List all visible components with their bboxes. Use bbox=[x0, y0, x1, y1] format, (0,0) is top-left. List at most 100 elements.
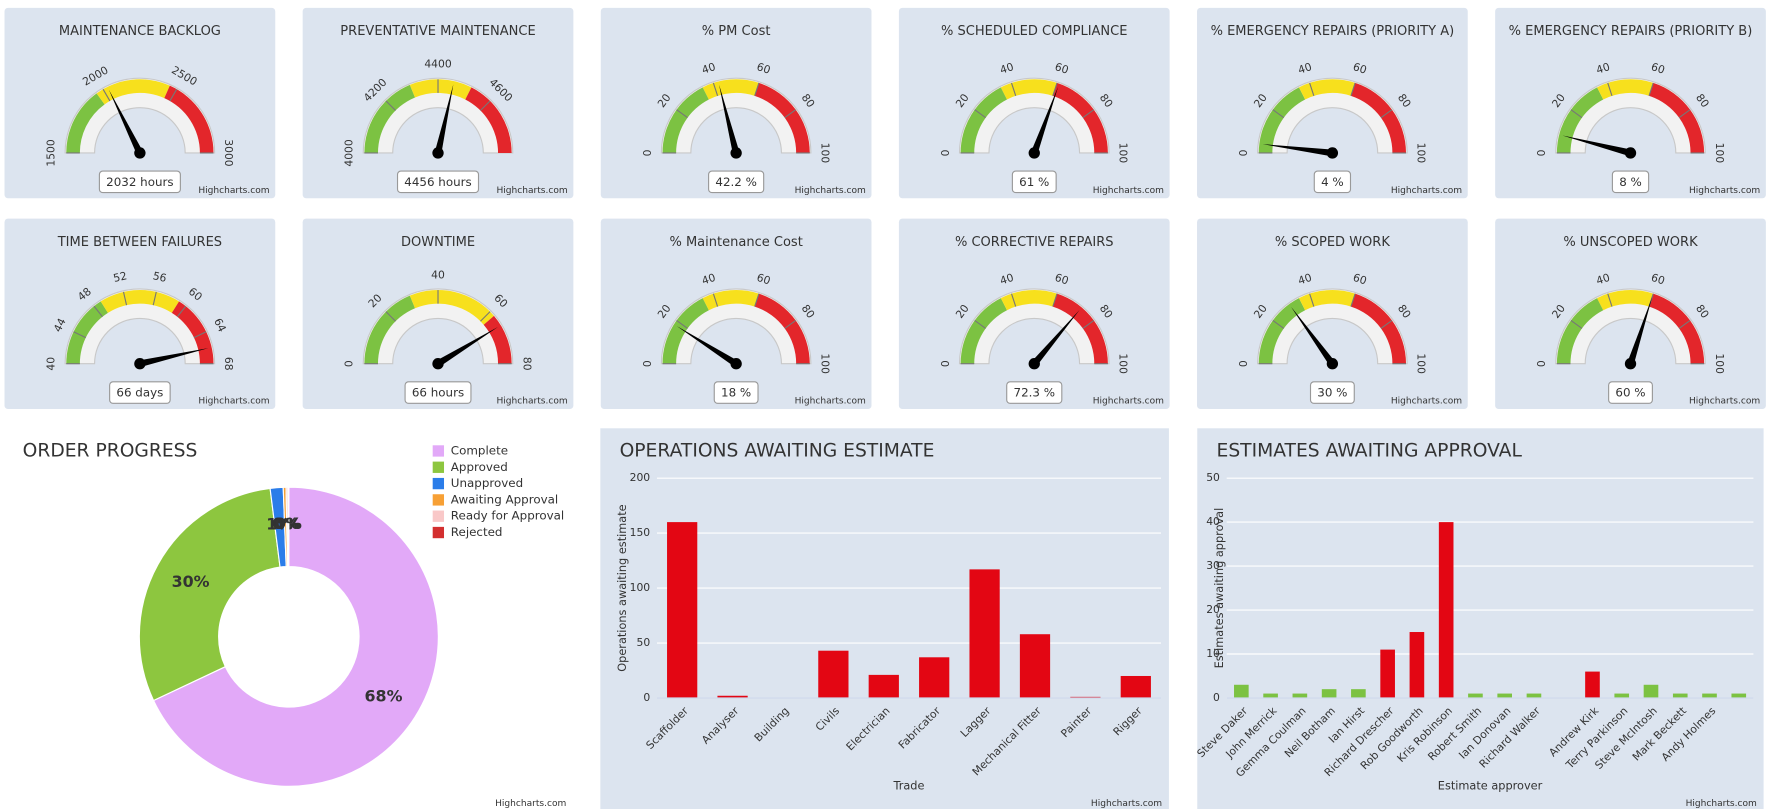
y-tick-label: 50 bbox=[636, 636, 650, 649]
value-box bbox=[1611, 170, 1650, 194]
value-box bbox=[98, 170, 181, 194]
credit: Highcharts.com bbox=[1689, 397, 1760, 407]
gauge-needle bbox=[1291, 306, 1336, 366]
gauge-needle bbox=[1262, 144, 1333, 157]
gauge-tick bbox=[169, 88, 178, 102]
gauge-band bbox=[96, 79, 170, 105]
gauge-tick-label: 0 bbox=[1237, 360, 1250, 367]
gauge-tick bbox=[1082, 109, 1095, 119]
gauge-pivot bbox=[134, 358, 146, 370]
legend-swatch bbox=[432, 526, 445, 539]
slice-label: 0% bbox=[272, 514, 299, 533]
gauge-tick-label: 0 bbox=[641, 360, 654, 367]
gauge-tick-label: 60 bbox=[1649, 60, 1666, 77]
gauge-tick-label: 52 bbox=[112, 269, 128, 285]
y-tick-label: 0 bbox=[1213, 691, 1220, 704]
gauge-band bbox=[483, 315, 512, 364]
gauge-needle bbox=[1031, 310, 1080, 366]
gauge-pivot bbox=[134, 147, 146, 159]
gauge-band bbox=[662, 298, 709, 364]
legend-label: Rejected bbox=[451, 525, 503, 539]
y-tick-label: 100 bbox=[630, 581, 651, 594]
gauge-value-label: 4 % bbox=[1321, 175, 1344, 189]
y-tick-label: 40 bbox=[1206, 515, 1220, 528]
gauge-tick bbox=[1010, 293, 1017, 307]
gauge-tick-label: 64 bbox=[211, 316, 229, 334]
gauge-tick bbox=[385, 311, 396, 322]
gauge-band bbox=[1556, 87, 1604, 153]
gauge-pivot bbox=[730, 358, 742, 370]
gauge-tick bbox=[1678, 109, 1691, 119]
gauge-value-label: 42.2 % bbox=[715, 175, 756, 189]
gauge-tick bbox=[1272, 109, 1285, 119]
gauge-tick bbox=[1570, 319, 1583, 329]
legend-swatch bbox=[432, 445, 445, 457]
y-tick-label: 0 bbox=[643, 691, 650, 704]
legend-swatch bbox=[432, 510, 445, 522]
gauge-tick-label: 44 bbox=[51, 316, 69, 334]
gauge-tick-label: 40 bbox=[700, 271, 717, 288]
gauge-tick bbox=[152, 291, 157, 306]
gauge-value-label: 66 hours bbox=[412, 386, 464, 400]
gauge-tick bbox=[784, 319, 797, 329]
value-box bbox=[713, 381, 759, 404]
value-box bbox=[1011, 170, 1057, 194]
x-axis-title: Trade bbox=[892, 778, 924, 792]
gauge-needle bbox=[1031, 86, 1059, 155]
gauge-tick bbox=[122, 291, 128, 306]
gauge-tick-label: 40 bbox=[1296, 60, 1313, 77]
gauge-tick bbox=[676, 109, 688, 119]
gauge-band bbox=[1649, 82, 1705, 153]
bar bbox=[667, 522, 698, 698]
gauge-needle bbox=[676, 326, 738, 367]
gauge-tick bbox=[1309, 82, 1315, 97]
credit: Highcharts.com bbox=[1093, 186, 1164, 196]
gauge-tick bbox=[1678, 319, 1691, 329]
gauge-title: % CORRECTIVE REPAIRS bbox=[955, 235, 1114, 250]
gauge-pivot bbox=[1028, 358, 1040, 370]
gauge-title: % EMERGENCY REPAIRS (PRIORITY A) bbox=[1211, 24, 1455, 39]
gauge-tick bbox=[1350, 293, 1356, 307]
credit: Highcharts.com bbox=[1391, 397, 1462, 407]
gauge-band bbox=[164, 85, 214, 153]
gauge-tick-label: 60 bbox=[1053, 60, 1070, 77]
slice-label: 0% bbox=[274, 514, 301, 533]
gauge-tick bbox=[1052, 82, 1058, 97]
gauge-tick-label: 100 bbox=[1415, 143, 1428, 164]
legend-swatch bbox=[432, 461, 445, 473]
gauge-tick-label: 100 bbox=[1117, 143, 1130, 164]
gauge-tick bbox=[1380, 319, 1393, 329]
gauge-tick-label: 60 bbox=[755, 271, 772, 288]
gauge-band bbox=[662, 87, 709, 153]
bar bbox=[1672, 693, 1688, 698]
gauge-band bbox=[1258, 298, 1306, 364]
chart-title: ESTIMATES AWAITING APPROVAL bbox=[1217, 440, 1523, 461]
gauge-tick-label: 68 bbox=[222, 357, 235, 371]
legend-label: Approved bbox=[451, 460, 508, 474]
gauge-tick bbox=[676, 319, 688, 329]
gauge-tick bbox=[1272, 319, 1285, 329]
gauge-band bbox=[1350, 293, 1407, 364]
bar bbox=[868, 674, 899, 698]
gauge-tick bbox=[712, 293, 719, 307]
gauge-title: % SCOPED WORK bbox=[1275, 235, 1390, 250]
gauge-band bbox=[960, 298, 1008, 364]
gauge-band bbox=[171, 301, 214, 364]
gauge-tick-label: 4000 bbox=[343, 139, 356, 167]
gauge-tick-label: 40 bbox=[1296, 271, 1313, 288]
gauge-tick bbox=[480, 100, 491, 111]
credit: Highcharts.com bbox=[1686, 799, 1757, 809]
gauge-pivot bbox=[432, 147, 444, 159]
gauge-tick-label: 40 bbox=[998, 60, 1015, 77]
gauge-value-label: 18 % bbox=[721, 386, 751, 400]
gauge-tick-label: 60 bbox=[1649, 271, 1666, 288]
gauge-tick-label: 40 bbox=[45, 357, 58, 371]
gauge-needle bbox=[139, 348, 209, 368]
gauge-pivot bbox=[1028, 147, 1040, 159]
bar bbox=[1585, 671, 1600, 698]
gauge-title: % SCHEDULED COMPLIANCE bbox=[941, 24, 1127, 39]
gauge-tick-label: 100 bbox=[1415, 353, 1428, 374]
gauge-band bbox=[1052, 82, 1108, 153]
credit: Highcharts.com bbox=[496, 397, 567, 407]
